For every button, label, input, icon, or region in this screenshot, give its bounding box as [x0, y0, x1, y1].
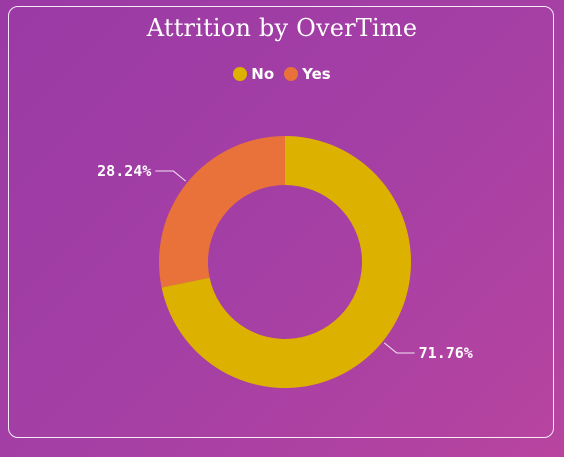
- legend-swatch-no: [233, 67, 248, 81]
- legend: No Yes: [0, 65, 564, 83]
- legend-label-no: No: [251, 65, 275, 83]
- data-label-no: 71.76%: [419, 344, 473, 362]
- slice-no[interactable]: [161, 136, 412, 388]
- chart-title: Attrition by OverTime: [146, 14, 418, 42]
- leader-line-no: [383, 342, 415, 354]
- data-label-yes: 28.24%: [97, 162, 151, 180]
- legend-item-yes[interactable]: Yes: [284, 65, 331, 83]
- legend-item-no[interactable]: No: [233, 65, 274, 83]
- slice-yes[interactable]: [159, 136, 285, 288]
- legend-label-yes: Yes: [302, 65, 331, 83]
- legend-swatch-yes: [284, 67, 299, 81]
- chart-card: [8, 6, 554, 438]
- leader-line-yes: [155, 170, 187, 182]
